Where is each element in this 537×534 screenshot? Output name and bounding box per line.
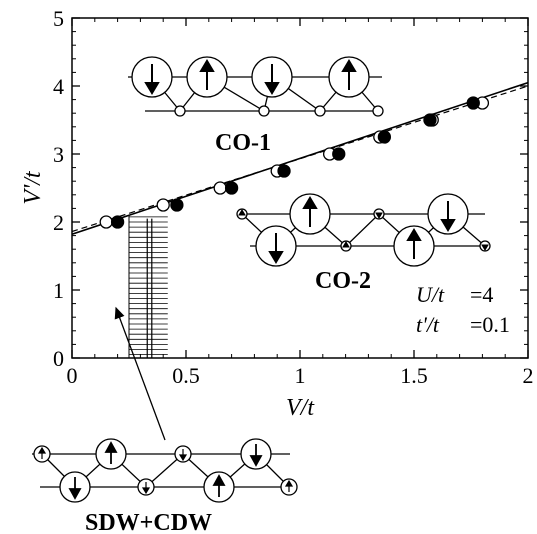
sdw-cdw-hatched-region	[128, 215, 168, 358]
co2-lattice-diagram	[236, 193, 491, 267]
open-data-point	[213, 181, 227, 195]
y-tick-label: 5	[53, 6, 64, 31]
co1-lattice-diagram	[128, 56, 384, 117]
y-tick-label: 1	[53, 278, 64, 303]
tp-parameter-label: t'/t	[416, 312, 440, 337]
open-data-point	[99, 215, 113, 229]
y-tick-label: 3	[53, 142, 64, 167]
co2-region-label: CO-2	[315, 268, 371, 294]
x-tick-label: 1	[295, 363, 306, 388]
x-axis-label: V/t	[286, 395, 315, 421]
x-tick-label: 0.5	[172, 363, 200, 388]
filled-data-point	[466, 96, 480, 110]
y-tick-label: 4	[53, 74, 64, 99]
x-tick-label: 2	[523, 363, 534, 388]
u-parameter-value: =4	[470, 282, 493, 307]
sdw-cdw-lattice-diagram	[32, 438, 298, 503]
y-axis-label: V'/t	[20, 170, 46, 204]
u-parameter-label: U/t	[416, 282, 445, 307]
filled-data-point	[110, 215, 125, 229]
tp-parameter-value: =0.1	[470, 312, 510, 337]
sdw-cdw-pointer-arrow	[114, 306, 166, 441]
open-data-point	[156, 198, 170, 212]
axis-ticks: 0 0.5 1 1.5 2 0 1 2 3 4 5	[53, 6, 534, 388]
filled-data-point	[423, 113, 437, 127]
y-tick-label: 0	[53, 346, 64, 371]
y-tick-label: 2	[53, 210, 64, 235]
sdw-cdw-region-label: SDW+CDW	[85, 510, 212, 534]
filled-data-point	[377, 130, 392, 144]
x-tick-label: 0	[67, 363, 78, 388]
filled-data-point	[277, 164, 291, 178]
phase-boundary-solid-line	[72, 81, 528, 235]
co1-region-label: CO-1	[215, 130, 271, 156]
filled-data-point	[332, 147, 346, 161]
filled-data-point	[224, 181, 239, 195]
data-points	[99, 96, 490, 229]
x-tick-label: 1.5	[400, 363, 428, 388]
filled-data-point	[170, 198, 184, 212]
